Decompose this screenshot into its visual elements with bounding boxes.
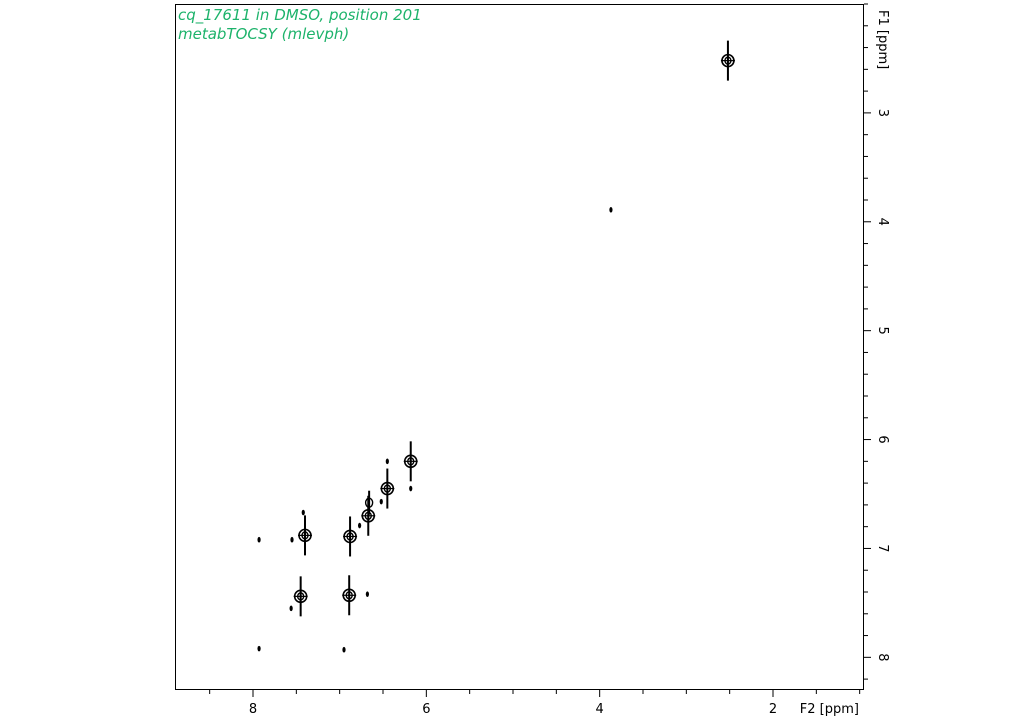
spectrum-title-block: cq_17611 in DMSO, position 201 metabTOCS… [178,6,422,44]
contour-peak [385,458,389,465]
sample-title: cq_17611 in DMSO, position 201 [178,6,422,24]
contour-peak [409,485,413,492]
contour-peak [342,575,357,616]
contour-peak [301,509,305,516]
contour-peak [365,591,369,597]
f1-axis: 3 4 5 6 7 8 [864,3,890,680]
contour-peak [343,516,358,557]
contour-peak [358,522,362,529]
y-tick-label: 6 [875,435,890,443]
contour-peak [257,536,261,543]
contour-peak [290,536,294,543]
f2-axis: 8 6 4 2 [209,690,861,717]
f2-axis-label: F2 [ppm] [800,702,859,717]
contour-peak [298,515,312,556]
x-tick-label: 4 [596,702,604,717]
plot-frame [175,4,864,690]
x-tick-label: 8 [249,702,257,717]
x-tick-label: 2 [769,702,777,717]
f1-axis-label: F1 [ppm] [875,10,890,69]
y-tick-label: 5 [875,327,890,335]
y-tick-label: 8 [875,653,890,661]
contour-peak [257,645,261,652]
x-tick-label: 6 [422,702,430,717]
contour-peak [293,576,308,617]
contour-peak [403,441,418,482]
contour-peak [380,468,395,509]
contour-peaks [257,40,735,653]
contour-peak [361,495,376,536]
contour-peak [720,40,735,81]
contour-peak [609,207,613,213]
contour-peak [289,605,293,612]
contour-peak [342,646,346,653]
contour-peak [379,498,383,505]
y-tick-label: 7 [875,544,890,552]
y-tick-label: 4 [875,218,890,226]
experiment-title: metabTOCSY (mlevph) [178,25,350,43]
y-tick-label: 3 [875,109,890,117]
